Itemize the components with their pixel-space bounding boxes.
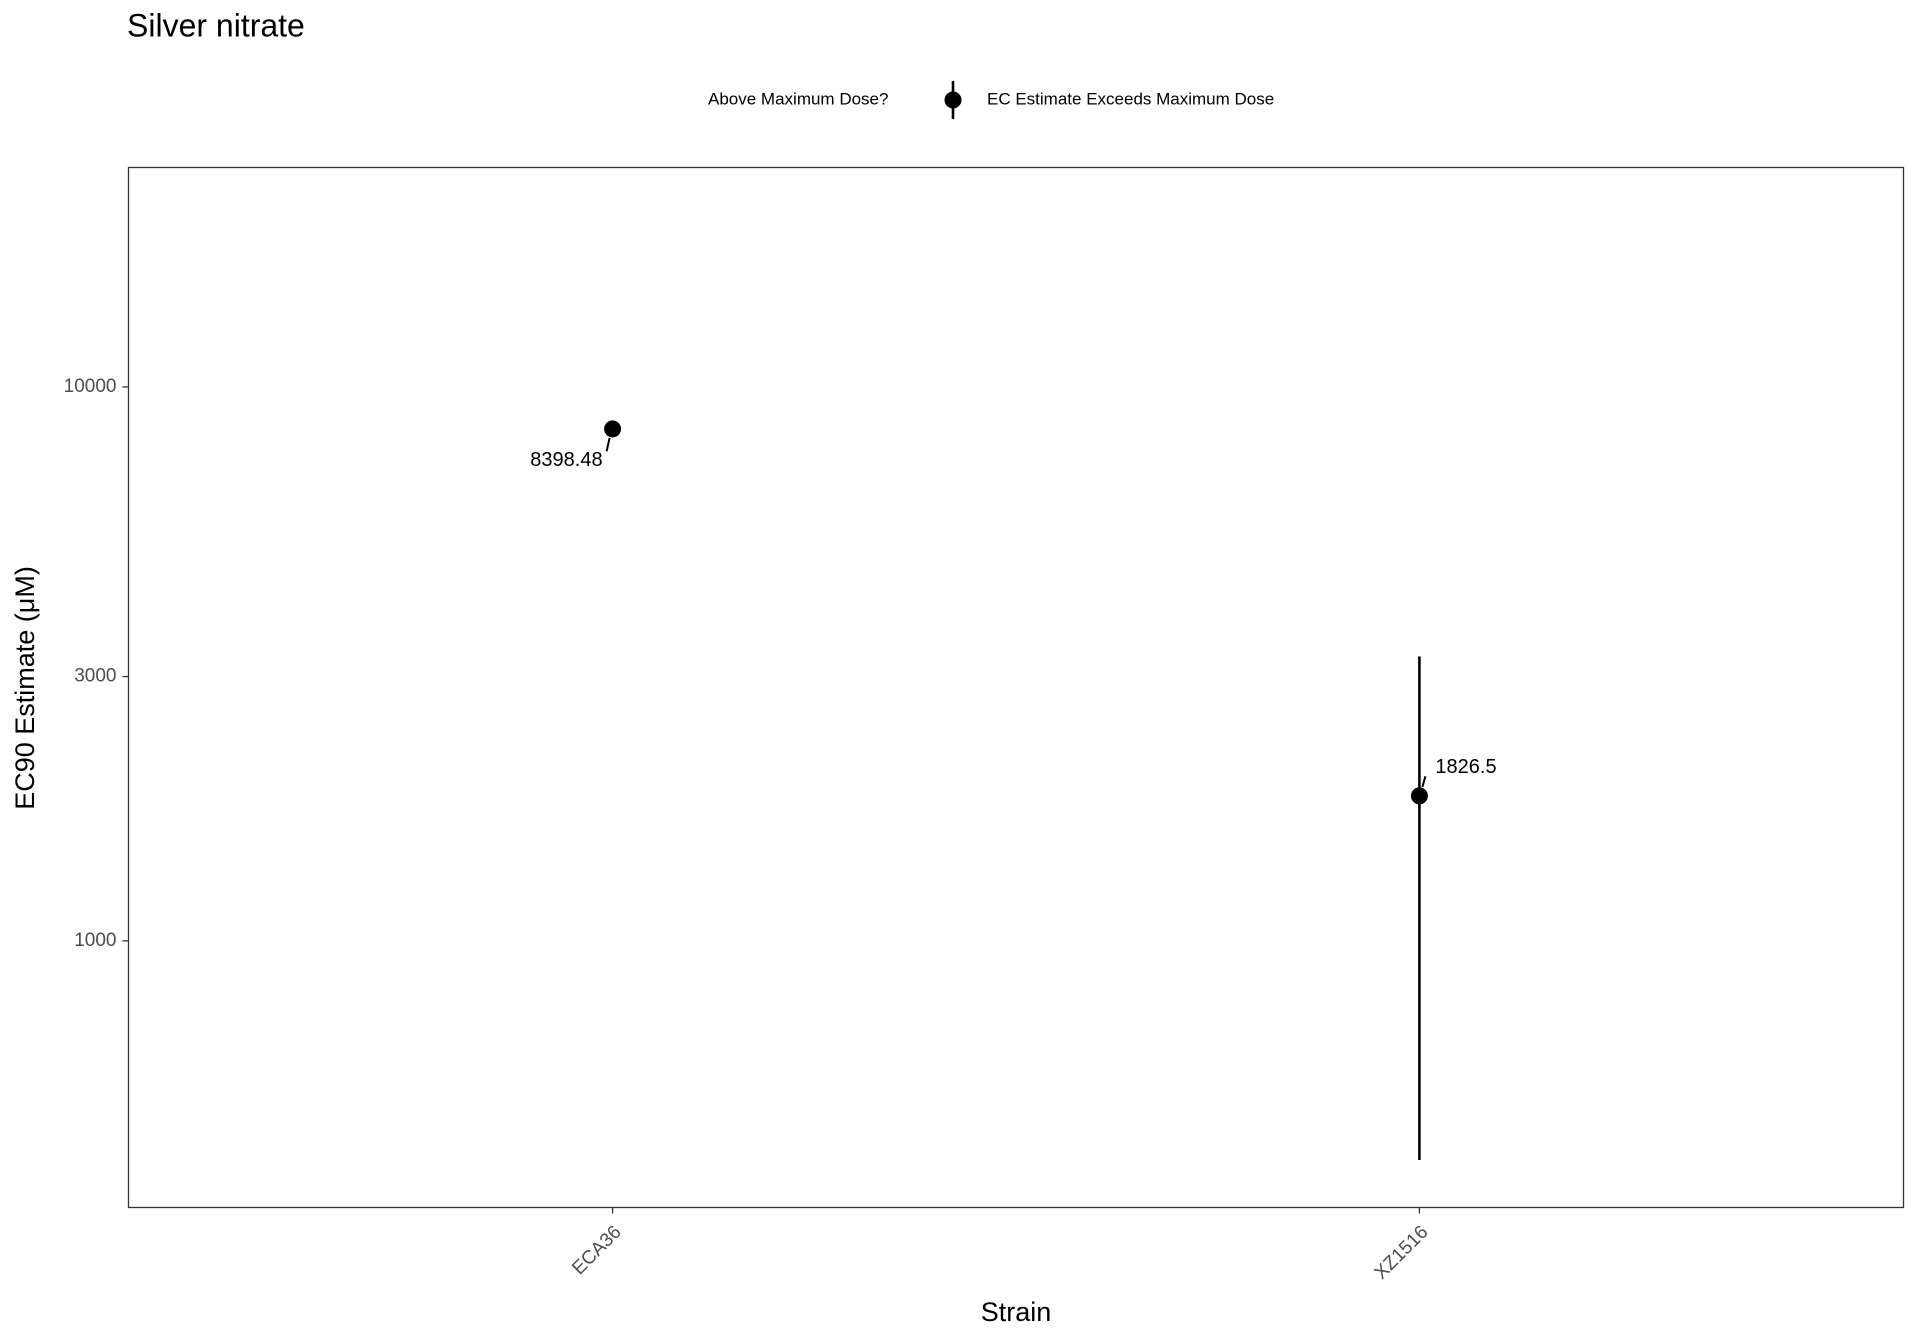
x-tick-label: ECA36	[568, 1222, 625, 1279]
legend-title: Above Maximum Dose?	[708, 89, 888, 108]
value-label: 8398.48	[530, 449, 602, 471]
y-tick-label: 1000	[74, 930, 116, 951]
label-leader	[605, 437, 611, 452]
y-tick-label: 10000	[64, 376, 117, 397]
x-axis-title: Strain	[981, 1297, 1052, 1327]
plot-border	[127, 166, 1905, 1209]
legend-symbol	[944, 91, 962, 109]
legend-label: EC Estimate Exceeds Maximum Dose	[987, 89, 1274, 108]
x-tick-label: XZ1516	[1371, 1222, 1433, 1284]
y-tick-label: 3000	[74, 666, 116, 687]
point	[604, 420, 622, 438]
y-axis-title: EC90 Estimate (μM)	[10, 566, 40, 810]
label-leader	[1421, 776, 1427, 788]
value-label: 1826.5	[1435, 756, 1496, 778]
point	[1410, 787, 1428, 805]
chart-title: Silver nitrate	[127, 7, 305, 43]
